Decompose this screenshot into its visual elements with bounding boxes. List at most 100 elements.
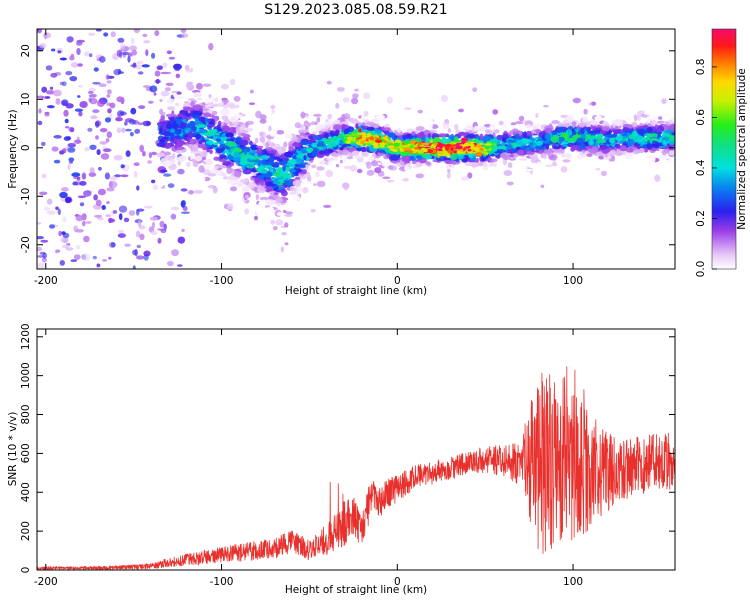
noise-blob — [503, 170, 513, 176]
noise-blob — [316, 166, 325, 171]
ridge-blob — [534, 145, 545, 150]
noise-blob — [95, 199, 102, 207]
ridge-blob — [290, 158, 297, 165]
noise-blob — [88, 87, 96, 92]
ridge-blob — [379, 149, 385, 154]
noise-blob — [633, 114, 638, 122]
noise-blob — [142, 33, 148, 38]
noise-blob — [167, 183, 175, 189]
noise-blob — [294, 122, 301, 129]
noise-blob — [123, 217, 130, 223]
noise-blob — [254, 215, 258, 221]
ridge-blob — [458, 131, 466, 136]
ridge-core-blob — [432, 144, 437, 148]
x-tick-label: -200 — [34, 576, 58, 588]
ridge-blob — [292, 142, 301, 148]
y-tick-label: 200 — [20, 521, 32, 541]
ridge-blob — [175, 102, 180, 107]
ridge-blob — [185, 113, 191, 117]
ridge-blob — [233, 148, 243, 153]
noise-blob — [185, 81, 193, 89]
noise-blob — [88, 172, 97, 177]
ridge-blob — [571, 121, 577, 128]
noise-blob — [136, 255, 145, 260]
snr-line-plot — [37, 366, 675, 570]
ridge-blob — [630, 112, 636, 116]
ridge-blob — [485, 136, 492, 141]
noise-blob — [43, 32, 48, 40]
noise-blob — [229, 186, 238, 192]
noise-blob — [112, 210, 118, 214]
noise-blob — [352, 93, 359, 99]
noise-blob — [326, 80, 332, 85]
ridge-blob — [253, 159, 262, 164]
noise-blob — [71, 172, 81, 177]
ridge-blob — [249, 140, 253, 146]
ridge-blob — [190, 153, 194, 161]
ridge-blob — [203, 164, 212, 170]
noise-blob — [75, 214, 84, 222]
noise-blob — [139, 144, 144, 153]
noise-blob — [143, 40, 151, 44]
noise-blob — [138, 122, 143, 126]
ridge-blob — [523, 131, 527, 139]
ridge-blob — [330, 141, 338, 147]
ridge-blob — [318, 134, 325, 138]
ridge-blob — [613, 119, 621, 125]
noise-blob — [196, 82, 203, 90]
ridge-blob — [288, 147, 296, 151]
ridge-blob — [197, 98, 203, 101]
ridge-blob — [176, 156, 185, 162]
noise-blob — [173, 64, 181, 72]
noise-blob — [37, 222, 42, 225]
ridge-blob — [330, 117, 336, 121]
ridge-blob — [402, 134, 407, 141]
noise-blob — [402, 177, 409, 182]
noise-blob — [109, 102, 116, 109]
noise-blob — [106, 201, 110, 204]
ridge-blob — [606, 134, 616, 138]
ridge-blob — [276, 176, 284, 180]
noise-blob — [134, 128, 141, 134]
noise-blob — [105, 74, 110, 80]
ridge-blob — [221, 134, 226, 138]
noise-blob — [167, 71, 172, 75]
noise-blob — [446, 172, 451, 179]
noise-blob — [163, 173, 172, 177]
noise-blob — [164, 87, 171, 92]
ridge-blob — [557, 124, 566, 128]
ridge-blob — [198, 140, 203, 145]
noise-blob — [116, 96, 124, 103]
noise-blob — [62, 232, 70, 239]
noise-blob — [116, 49, 123, 57]
noise-blob — [39, 191, 48, 196]
noise-blob — [55, 98, 61, 105]
ridge-blob — [432, 159, 438, 163]
ridge-core-blob — [374, 139, 383, 143]
ridge-blob — [651, 119, 656, 125]
noise-blob — [92, 109, 100, 114]
ridge-blob — [197, 143, 207, 149]
noise-blob — [116, 127, 122, 134]
noise-blob — [108, 180, 113, 188]
noise-blob — [59, 260, 65, 266]
ridge-blob — [198, 129, 208, 134]
noise-blob — [202, 83, 212, 87]
noise-blob — [447, 168, 451, 173]
ridge-blob — [183, 107, 193, 112]
ridge-blob — [579, 127, 585, 135]
ridge-blob — [222, 161, 232, 167]
ridge-blob — [340, 123, 347, 129]
ridge-blob — [265, 207, 275, 211]
ridge-blob — [270, 133, 277, 137]
noise-blob — [506, 181, 514, 186]
colorbar-gradient — [712, 29, 736, 269]
ridge-blob — [200, 175, 206, 183]
noise-blob — [461, 176, 470, 181]
ridge-blob — [204, 97, 215, 103]
y-tick-label: 600 — [20, 443, 32, 463]
x-tick-label: 100 — [563, 275, 583, 287]
noise-blob — [311, 164, 317, 169]
ridge-core-blob — [467, 149, 472, 152]
